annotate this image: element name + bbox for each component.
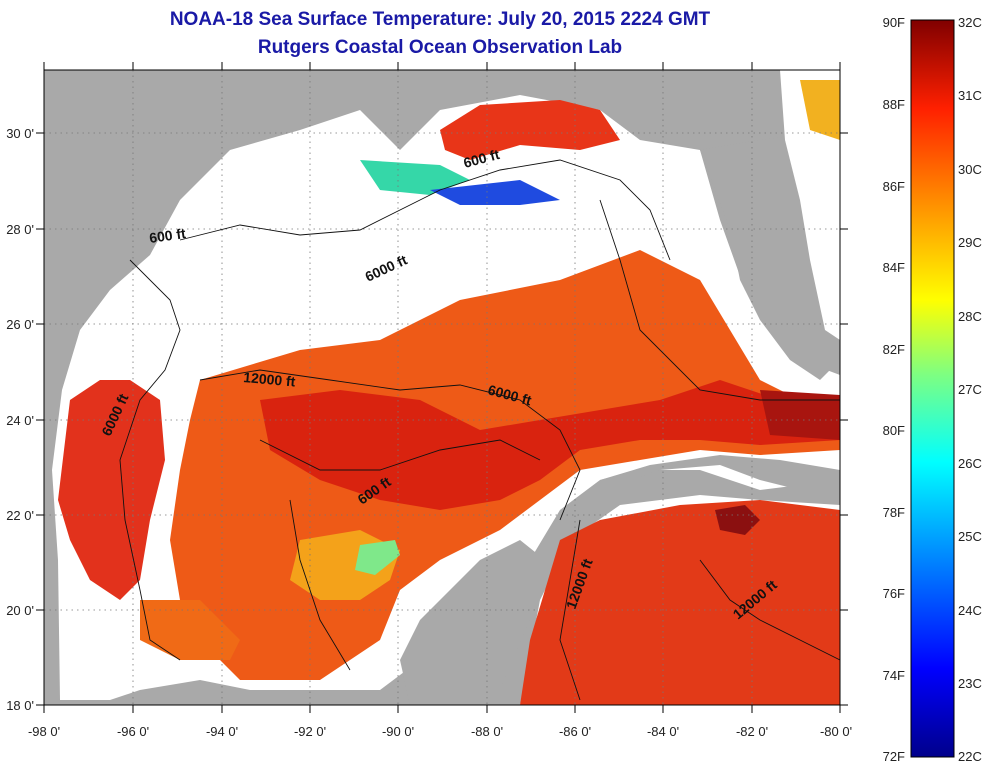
colorbar-label-c: 25C: [958, 529, 982, 544]
lon-tick-label: -82 0': [736, 724, 768, 739]
colorbar-label-c: 27C: [958, 382, 982, 397]
yucatan-land: [400, 540, 545, 705]
lat-tick-labels: 18 0' 20 0' 22 0' 24 0' 26 0' 28 0' 30 0…: [6, 126, 34, 713]
map-title: NOAA-18 Sea Surface Temperature: July 20…: [169, 9, 711, 30]
colorbar-celsius-labels: 32C 31C 30C 29C 28C 27C 26C 25C 24C 23C …: [958, 15, 982, 764]
bathymetry-contours: [119, 159, 840, 701]
sst-patch-atlantic-warm: [800, 80, 840, 140]
lon-tick-labels: -98 0' -96 0' -94 0' -92 0' -90 0' -88 0…: [28, 724, 852, 739]
lat-tick-label: 28 0': [6, 222, 34, 237]
contour-label-600ft-texas: 600 ft: [148, 225, 187, 246]
colorbar-label-f: 90F: [883, 15, 905, 30]
sst-patch-caribbean: [520, 500, 840, 705]
graticule: [44, 70, 840, 705]
sst-patch-hot-core: [260, 380, 840, 510]
colorbar-label-f: 76F: [883, 586, 905, 601]
colorbar-label-f: 80F: [883, 423, 905, 438]
sst-patch-green-coast: [360, 160, 470, 195]
frame-ticks: [36, 62, 848, 713]
lat-tick-label: 22 0': [6, 508, 34, 523]
contour-label-12000ft-central: 12000 ft: [243, 369, 297, 390]
colorbar-label-c: 28C: [958, 309, 982, 324]
colorbar-label-c: 23C: [958, 676, 982, 691]
sst-patch-blue-edge: [430, 180, 560, 205]
sst-patches: [58, 80, 840, 705]
lon-tick-label: -90 0': [382, 724, 414, 739]
lat-tick-label: 18 0': [6, 698, 34, 713]
lat-tick-label: 20 0': [6, 603, 34, 618]
cuba-land: [600, 455, 840, 500]
lat-tick-label: 26 0': [6, 317, 34, 332]
lon-tick-label: -98 0': [28, 724, 60, 739]
colorbar-label-f: 72F: [883, 749, 905, 764]
sst-patch-cool-upwelling: [355, 540, 400, 575]
colorbar-label-c: 22C: [958, 749, 982, 764]
colorbar-label-c: 30C: [958, 162, 982, 177]
lon-tick-label: -80 0': [820, 724, 852, 739]
map-frame: [43, 69, 841, 706]
colorbar-label-c: 32C: [958, 15, 982, 30]
colorbar-label-c: 24C: [958, 603, 982, 618]
colorbar: [910, 19, 955, 758]
colorbar-label-c: 26C: [958, 456, 982, 471]
colorbar-label-c: 29C: [958, 235, 982, 250]
sst-patch-hot-florida: [760, 390, 840, 440]
colorbar-label-f: 84F: [883, 260, 905, 275]
lat-tick-label: 30 0': [6, 126, 34, 141]
sst-patch-hot-cuba: [715, 505, 760, 535]
colorbar-label-f: 86F: [883, 179, 905, 194]
lon-tick-label: -86 0': [559, 724, 591, 739]
colorbar-label-f: 82F: [883, 342, 905, 357]
sst-patch-western-shelf: [58, 380, 165, 600]
lon-tick-label: -92 0': [294, 724, 326, 739]
colorbar-label-f: 74F: [883, 668, 905, 683]
lat-tick-label: 24 0': [6, 413, 34, 428]
map-subtitle: Rutgers Coastal Ocean Observation Lab: [257, 37, 623, 58]
atlantic-water: [780, 70, 840, 340]
lon-tick-label: -84 0': [647, 724, 679, 739]
colorbar-fahrenheit-labels: 90F 88F 86F 84F 82F 80F 78F 76F 74F 72F: [883, 15, 905, 764]
sst-patch-gulf-south: [140, 600, 240, 660]
colorbar-label-f: 88F: [883, 97, 905, 112]
lon-tick-label: -96 0': [117, 724, 149, 739]
lon-tick-label: -94 0': [206, 724, 238, 739]
colorbar-label-c: 31C: [958, 88, 982, 103]
lon-tick-label: -88 0': [471, 724, 503, 739]
colorbar-label-f: 78F: [883, 505, 905, 520]
